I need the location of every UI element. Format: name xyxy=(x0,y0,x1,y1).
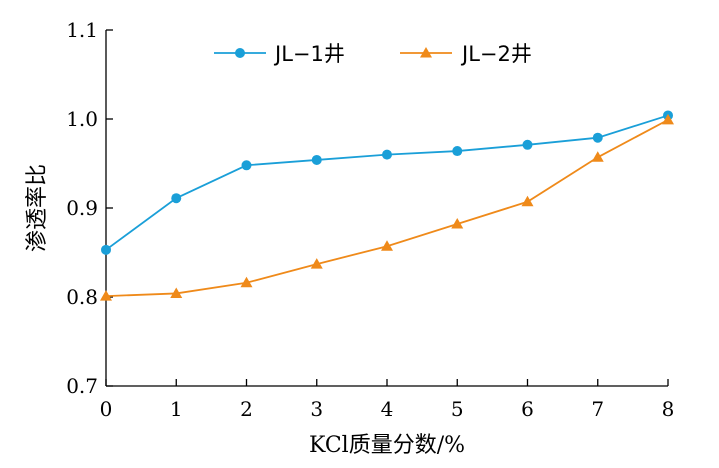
data-point xyxy=(170,287,183,298)
x-tick-label: 5 xyxy=(451,397,464,421)
data-point xyxy=(662,113,674,125)
data-point xyxy=(382,149,392,160)
data-point xyxy=(241,160,252,171)
legend: JL−1井 JL−2井 xyxy=(214,42,532,66)
x-tick-label: 6 xyxy=(521,397,534,421)
x-axis-title: KCl质量分数/% xyxy=(309,433,465,458)
x-tick-label: 3 xyxy=(310,397,323,421)
y-axis-title: 渗透率比 xyxy=(25,164,50,252)
series-2 xyxy=(100,113,674,301)
y-tick-label: 0.9 xyxy=(66,196,98,220)
data-point xyxy=(522,139,533,150)
data-point xyxy=(521,195,534,207)
x-tick-label: 1 xyxy=(170,397,183,421)
x-tick-label: 4 xyxy=(381,397,394,421)
data-point xyxy=(420,47,432,58)
data-point xyxy=(240,276,253,288)
y-tick-label: 0.8 xyxy=(66,285,98,309)
data-point xyxy=(100,290,112,301)
data-point xyxy=(592,132,603,143)
y-tick-label: 0.7 xyxy=(66,374,98,398)
legend-item: JL−1井 xyxy=(214,42,345,66)
series-line xyxy=(105,114,669,251)
x-tick-label: 8 xyxy=(662,397,675,421)
series-1 xyxy=(101,110,673,255)
data-point xyxy=(171,193,182,204)
x-tick-label: 2 xyxy=(240,397,253,421)
legend-label: JL−1井 xyxy=(273,42,345,66)
data-point xyxy=(451,218,464,229)
y-tick-label: 1.0 xyxy=(66,107,98,131)
data-point xyxy=(591,151,604,162)
data-point xyxy=(381,240,393,251)
data-point xyxy=(452,146,463,157)
x-tick-label: 0 xyxy=(100,397,113,421)
legend-label: JL−2井 xyxy=(460,42,532,66)
series-layer xyxy=(100,110,674,301)
y-tick-label: 1.1 xyxy=(66,18,98,42)
series-line xyxy=(105,119,669,298)
axes: 0.7 0.8 0.9 1.0 1.1 0 1 2 3 4 5 6 7 8 xyxy=(66,18,674,421)
data-point xyxy=(310,258,323,269)
data-point xyxy=(235,48,245,58)
data-point xyxy=(101,244,111,255)
data-point xyxy=(311,154,322,165)
legend-item: JL−2井 xyxy=(400,42,532,66)
x-tick-label: 7 xyxy=(591,397,604,421)
